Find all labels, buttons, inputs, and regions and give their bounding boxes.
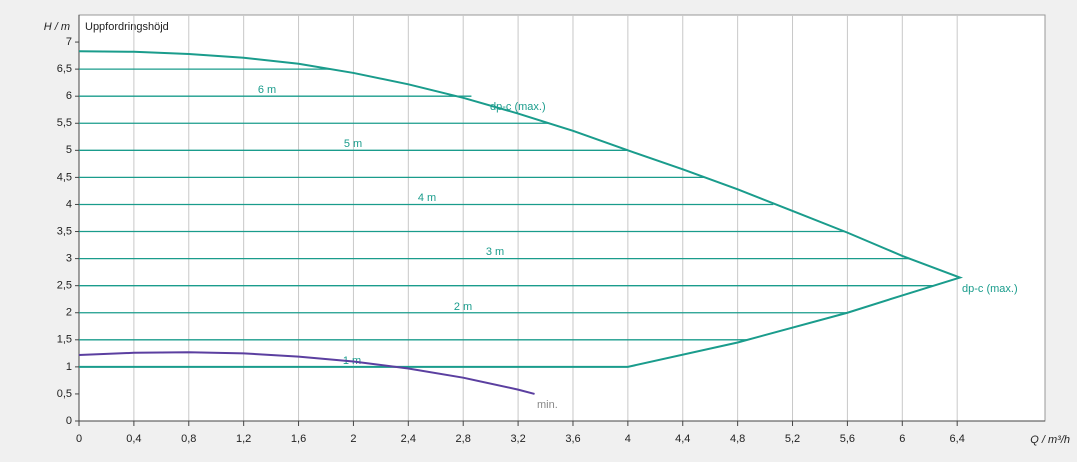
level-label: 5 m <box>344 138 362 150</box>
curve <box>78 50 964 368</box>
x-tick-label: 4,4 <box>675 433 690 445</box>
chart-title: Uppfordringshöjd <box>85 21 169 33</box>
y-tick-label: 4,5 <box>57 171 72 183</box>
series-label: min. <box>537 399 558 411</box>
level-label: 2 m <box>454 301 472 313</box>
y-tick-label: 7 <box>66 36 72 48</box>
x-tick-label: 0 <box>76 433 82 445</box>
x-tick-label: 3,6 <box>565 433 580 445</box>
y-tick-label: 3 <box>66 253 72 265</box>
x-tick-label: 4,8 <box>730 433 745 445</box>
x-tick-label: 2,8 <box>456 433 471 445</box>
y-tick-label: 0,5 <box>57 388 72 400</box>
y-tick-label: 4 <box>66 198 72 210</box>
x-tick-label: 0,8 <box>181 433 196 445</box>
x-tick-label: 4 <box>625 433 631 445</box>
y-tick-label: 1,5 <box>57 334 72 346</box>
x-tick-label: 5,6 <box>840 433 855 445</box>
level-label: 4 m <box>418 192 436 204</box>
y-tick-label: 3,5 <box>57 225 72 237</box>
y-axis-label: H / m <box>44 21 70 33</box>
level-label: 6 m <box>258 84 276 96</box>
x-tick-label: 6 <box>899 433 905 445</box>
x-tick-label: 5,2 <box>785 433 800 445</box>
curve <box>78 351 535 395</box>
x-tick-label: 6,4 <box>950 433 965 445</box>
series-label: dp-c (max.) <box>490 101 546 113</box>
y-tick-label: 5 <box>66 144 72 156</box>
x-tick-label: 1,2 <box>236 433 251 445</box>
y-tick-label: 6 <box>66 90 72 102</box>
y-tick-label: 6,5 <box>57 63 72 75</box>
x-axis-label: Q / m³/h <box>1030 434 1070 446</box>
y-tick-label: 0 <box>66 415 72 427</box>
plot-area <box>78 14 1046 422</box>
x-tick-label: 1,6 <box>291 433 306 445</box>
level-label: 3 m <box>486 246 504 258</box>
y-tick-label: 5,5 <box>57 117 72 129</box>
x-tick-label: 0,4 <box>126 433 141 445</box>
x-tick-label: 3,2 <box>510 433 525 445</box>
series-label: dp-c (max.) <box>962 283 1018 295</box>
y-tick-label: 2,5 <box>57 280 72 292</box>
x-tick-label: 2,4 <box>401 433 416 445</box>
y-tick-label: 1 <box>66 361 72 373</box>
y-tick-label: 2 <box>66 307 72 319</box>
x-tick-label: 2 <box>350 433 356 445</box>
